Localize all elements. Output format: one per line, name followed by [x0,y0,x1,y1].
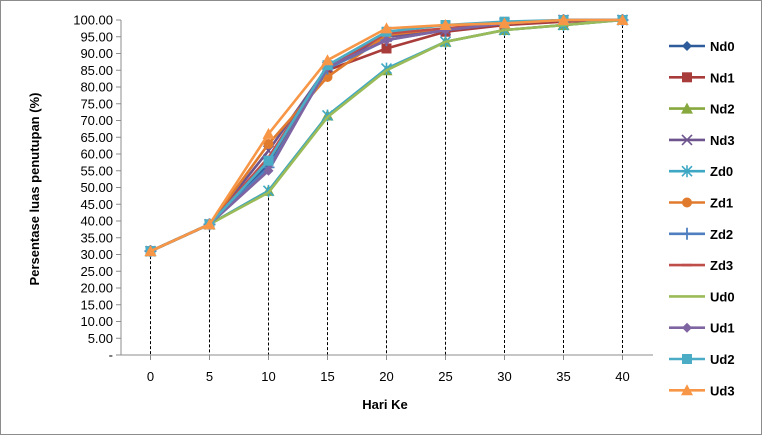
legend-label-zd3: Zd3 [710,258,733,273]
axes [116,19,653,360]
legend-label-zd2: Zd2 [710,227,733,242]
legend-marker-ud1 [682,322,692,333]
y-axis-title: Persentase luas penutupan (%) [27,93,42,286]
legend-label-nd0: Nd0 [710,39,735,54]
legend-label-nd3: Nd3 [710,133,735,148]
y-tick-label: 65.00 [80,130,113,145]
x-tick-label: 40 [615,369,629,384]
series-layer [144,14,629,258]
legend-label-nd1: Nd1 [710,70,735,85]
legend-item-zd1: Zd1 [669,196,733,211]
data-point-ud3 [321,54,334,66]
data-point-ud3 [439,19,452,31]
data-point-ud2 [322,60,333,71]
legend-label-zd1: Zd1 [710,196,733,211]
legend-item-ud0: Ud0 [669,289,735,304]
legend-label-nd2: Nd2 [710,102,735,117]
data-point-ud3 [498,17,511,29]
data-point-ud3 [616,14,629,25]
y-tick-label: 10.00 [80,314,113,329]
legend-item-nd0: Nd0 [669,39,735,54]
x-tick-label: 10 [261,369,275,384]
x-tick-label: 0 [147,369,154,384]
y-tick-label: 45.00 [80,197,113,212]
legend-marker-nd1 [682,72,692,83]
series-ud3 [144,14,629,257]
x-tick-label: 35 [556,369,570,384]
series-ud0 [149,18,623,253]
legend-marker-zd2 [681,227,693,240]
legend-item-nd3: Nd3 [669,133,735,148]
y-tick-label: 30.00 [80,247,113,262]
legend-item-nd2: Nd2 [669,102,735,117]
y-tick-label: 15.00 [80,297,113,312]
y-tick-label: 5.00 [88,331,113,346]
legend-marker-nd2 [681,102,693,114]
y-tick-label: 70.00 [80,113,113,128]
y-tick-label: 95.00 [80,29,113,44]
x-axis-title: Hari Ke [362,397,408,412]
y-tick-label: 85.00 [80,63,113,78]
legend: Nd0 Nd1 Nd2 Nd3 Zd0 Zd1 Zd2 Zd3 Ud0 Ud1 Ud2 Ud3 [669,39,735,398]
x-tick-label: 5 [206,369,213,384]
y-tick-label: 50.00 [80,180,113,195]
legend-label-ud1: Ud1 [710,321,735,336]
data-point-ud1 [263,165,274,176]
x-tick-label: 20 [379,369,393,384]
legend-marker-zd0 [681,165,693,178]
data-point-ud2 [263,155,274,166]
legend-item-nd1: Nd1 [669,70,735,85]
legend-marker-ud3 [681,384,693,396]
y-tick-label: 100.00 [73,13,113,28]
data-point-ud3 [557,14,570,25]
y-tick-label: 55.00 [80,163,113,178]
y-tick-label: 25.00 [80,264,113,279]
legend-item-ud1: Ud1 [669,321,735,336]
y-tick-label: 80.00 [80,80,113,95]
y-tick-label: 90.00 [80,46,113,61]
legend-marker-nd0 [682,41,692,51]
x-tick-label: 30 [497,369,511,384]
data-point-ud1 [381,35,392,46]
legend-marker-zd1 [682,197,692,208]
data-point-nd1 [381,43,392,54]
legend-item-zd3: Zd3 [669,258,733,273]
y-tick-label: 75.00 [80,96,113,111]
legend-item-ud2: Ud2 [669,352,735,367]
legend-label-zd0: Zd0 [710,164,733,179]
data-point-ud3 [203,218,216,230]
y-tick-label: 35.00 [80,230,113,245]
data-point-zd0 [321,109,334,122]
drop-lines [150,20,623,355]
y-tick-label: 20.00 [80,281,113,296]
legend-label-ud2: Ud2 [710,352,735,367]
x-tick-label: 15 [320,369,334,384]
data-point-ud3 [380,22,393,34]
legend-marker-nd3 [681,134,693,146]
y-tick-label: - [109,348,113,363]
y-tick-label: 60.00 [80,147,113,162]
legend-marker-ud2 [682,354,692,364]
data-point-zd1 [263,138,274,149]
data-point-ud3 [262,127,275,139]
series-line-ud0 [149,18,623,253]
x-tick-label: 25 [438,369,452,384]
legend-item-ud3: Ud3 [669,383,735,398]
y-tick-label: 40.00 [80,214,113,229]
legend-label-ud3: Ud3 [710,383,735,398]
data-point-ud3 [144,245,157,257]
legend-label-ud0: Ud0 [710,289,735,304]
legend-item-zd2: Zd2 [669,227,733,242]
legend-item-zd0: Zd0 [669,164,733,179]
